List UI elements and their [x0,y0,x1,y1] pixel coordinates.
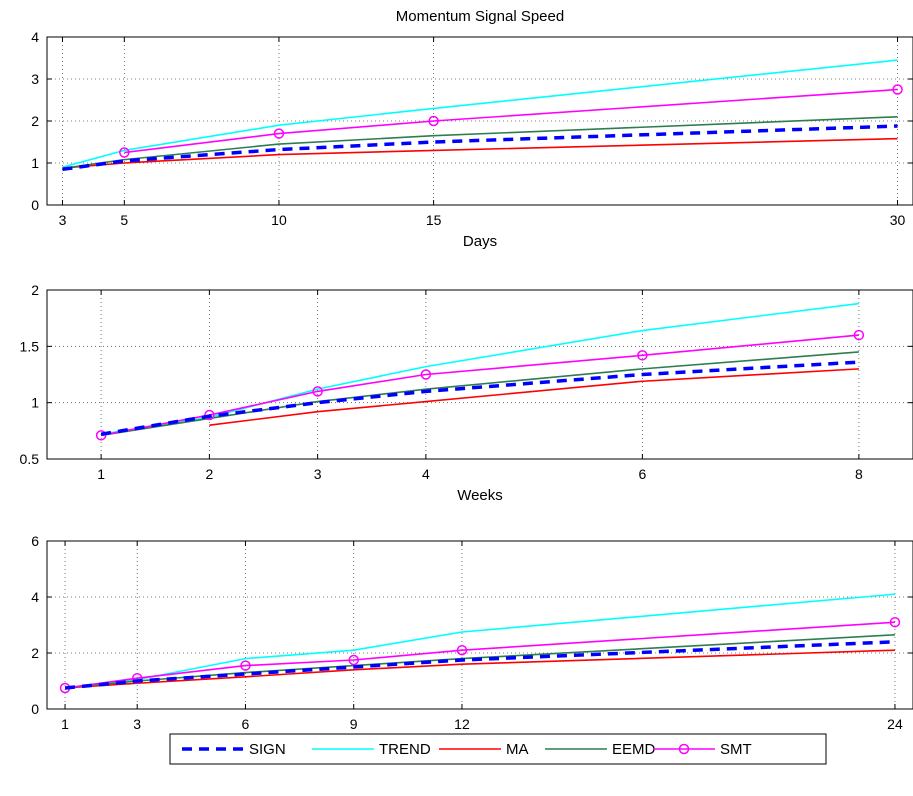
legend-label: MA [506,741,529,758]
x-tick-label: 4 [422,466,430,482]
data-point-smt [240,660,251,671]
y-tick-label: 2 [31,113,39,129]
series-line-ma [209,368,859,426]
y-tick-label: 1 [31,155,39,171]
series-line-smt [124,88,898,154]
x-tick-label: 12 [454,716,470,732]
legend-label: EEMD [612,741,656,758]
y-tick-label: 0.5 [20,451,40,467]
x-tick-label: 3 [133,716,141,732]
y-tick-label: 1.5 [20,338,40,354]
legend-entry-sign: SIGN [182,741,286,758]
x-tick-label: 3 [59,212,67,228]
data-point-smt [428,115,439,127]
legend-entry-ma: MA [439,741,529,758]
x-tick-label: 1 [61,716,69,732]
legend-entry-trend: TREND [312,741,431,758]
x-tick-label: 3 [314,466,322,482]
series-line-sign [100,360,859,436]
axes-box [46,289,913,460]
data-point-smt [637,350,648,361]
y-tick-label: 4 [31,29,39,45]
series-line-eemd [62,116,898,170]
series-line-sign [64,640,896,690]
axes-box [46,540,913,710]
panel-2: 1 2 3 4 6 8 0.5 1 1.5 2 Weeks [20,282,913,504]
data-point-smt [889,616,901,628]
y-tick-label: 3 [31,71,39,87]
y-tick-label: 2 [31,282,39,298]
y-tick-label: 0 [31,197,39,213]
data-point-smt [456,644,468,656]
data-point-smt [273,128,285,139]
y-tick-label: 1 [31,395,39,411]
series-line-eemd [101,351,859,437]
legend: SIGN TREND MA EEMD SMT [169,733,827,765]
series-line-smt [64,621,896,689]
x-tick-label: 6 [242,716,250,732]
data-point-smt [204,409,215,421]
x-tick-label: 2 [205,466,213,482]
series-line-ma [64,649,895,689]
x-tick-label: 6 [638,466,646,482]
panel-3: 136912240246Months [31,533,913,754]
legend-entry-eemd: EEMD [545,741,656,758]
series-line-smt [100,334,859,437]
panel-1: 3 5 10 15 30 0 1 2 3 4 Days Momentum Signal Speed [31,8,913,250]
series-line-sign [62,124,898,172]
x-tick-label: 5 [120,212,128,228]
legend-marker [678,743,690,755]
legend-entry-smt: SMT [653,741,752,758]
data-point-smt [853,329,865,341]
data-point-smt [119,147,130,158]
x-tick-label: 8 [855,466,863,482]
y-tick-label: 0 [31,701,39,717]
legend-label: SMT [720,741,752,758]
y-tick-label: 4 [31,589,39,605]
x-tick-label: 30 [890,212,906,228]
legend-label: SIGN [249,741,286,758]
data-point-smt [95,430,107,441]
data-point-smt [312,386,323,397]
x-axis-label: Weeks [457,487,503,504]
x-tick-label: 24 [887,716,903,732]
data-point-smt [420,369,432,380]
chart-title: Momentum Signal Speed [396,8,564,25]
series-line-trend [62,59,898,168]
x-tick-label: 9 [350,716,358,732]
y-tick-label: 6 [31,533,39,549]
data-point-smt [892,84,903,95]
x-tick-label: 15 [426,212,442,228]
x-tick-label: 1 [97,466,105,482]
data-point-smt [348,654,359,666]
x-axis-label: Days [463,233,497,250]
x-tick-label: 10 [271,212,287,228]
y-tick-label: 2 [31,645,39,661]
legend-label: TREND [379,741,431,758]
